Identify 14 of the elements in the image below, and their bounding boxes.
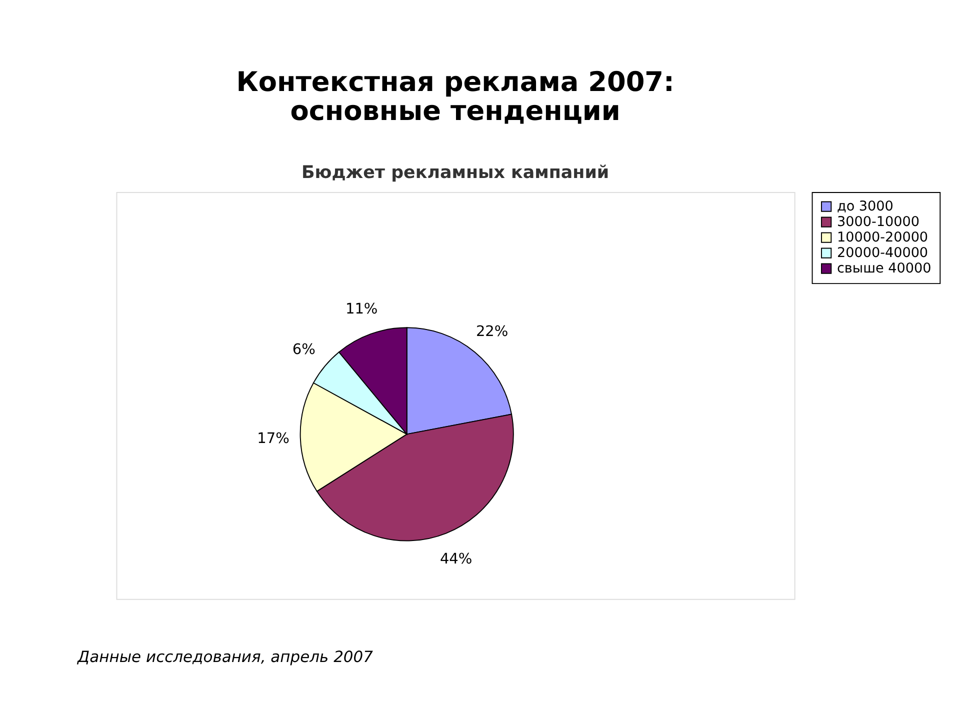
data-label: 6% xyxy=(292,342,316,358)
legend-label: до 3000 xyxy=(836,198,894,214)
text: Контекстная реклама 2007: xyxy=(236,66,674,98)
text: основные тенденции xyxy=(290,96,620,127)
data-label: 11% xyxy=(345,301,378,318)
chart-subtitle: Бюджет рекламных кампаний xyxy=(301,162,610,183)
legend-label: 3000-10000 xyxy=(836,214,920,230)
legend-label: 20000-40000 xyxy=(836,244,928,261)
legend-label: 10000-20000 xyxy=(836,229,928,246)
data-label: 44% xyxy=(440,551,472,568)
data-label: 22% xyxy=(476,324,508,340)
legend-label: свыше 40000 xyxy=(836,260,932,276)
data-label: 17% xyxy=(257,431,290,448)
text: Данные исследования, апрель 2007 xyxy=(76,648,374,666)
